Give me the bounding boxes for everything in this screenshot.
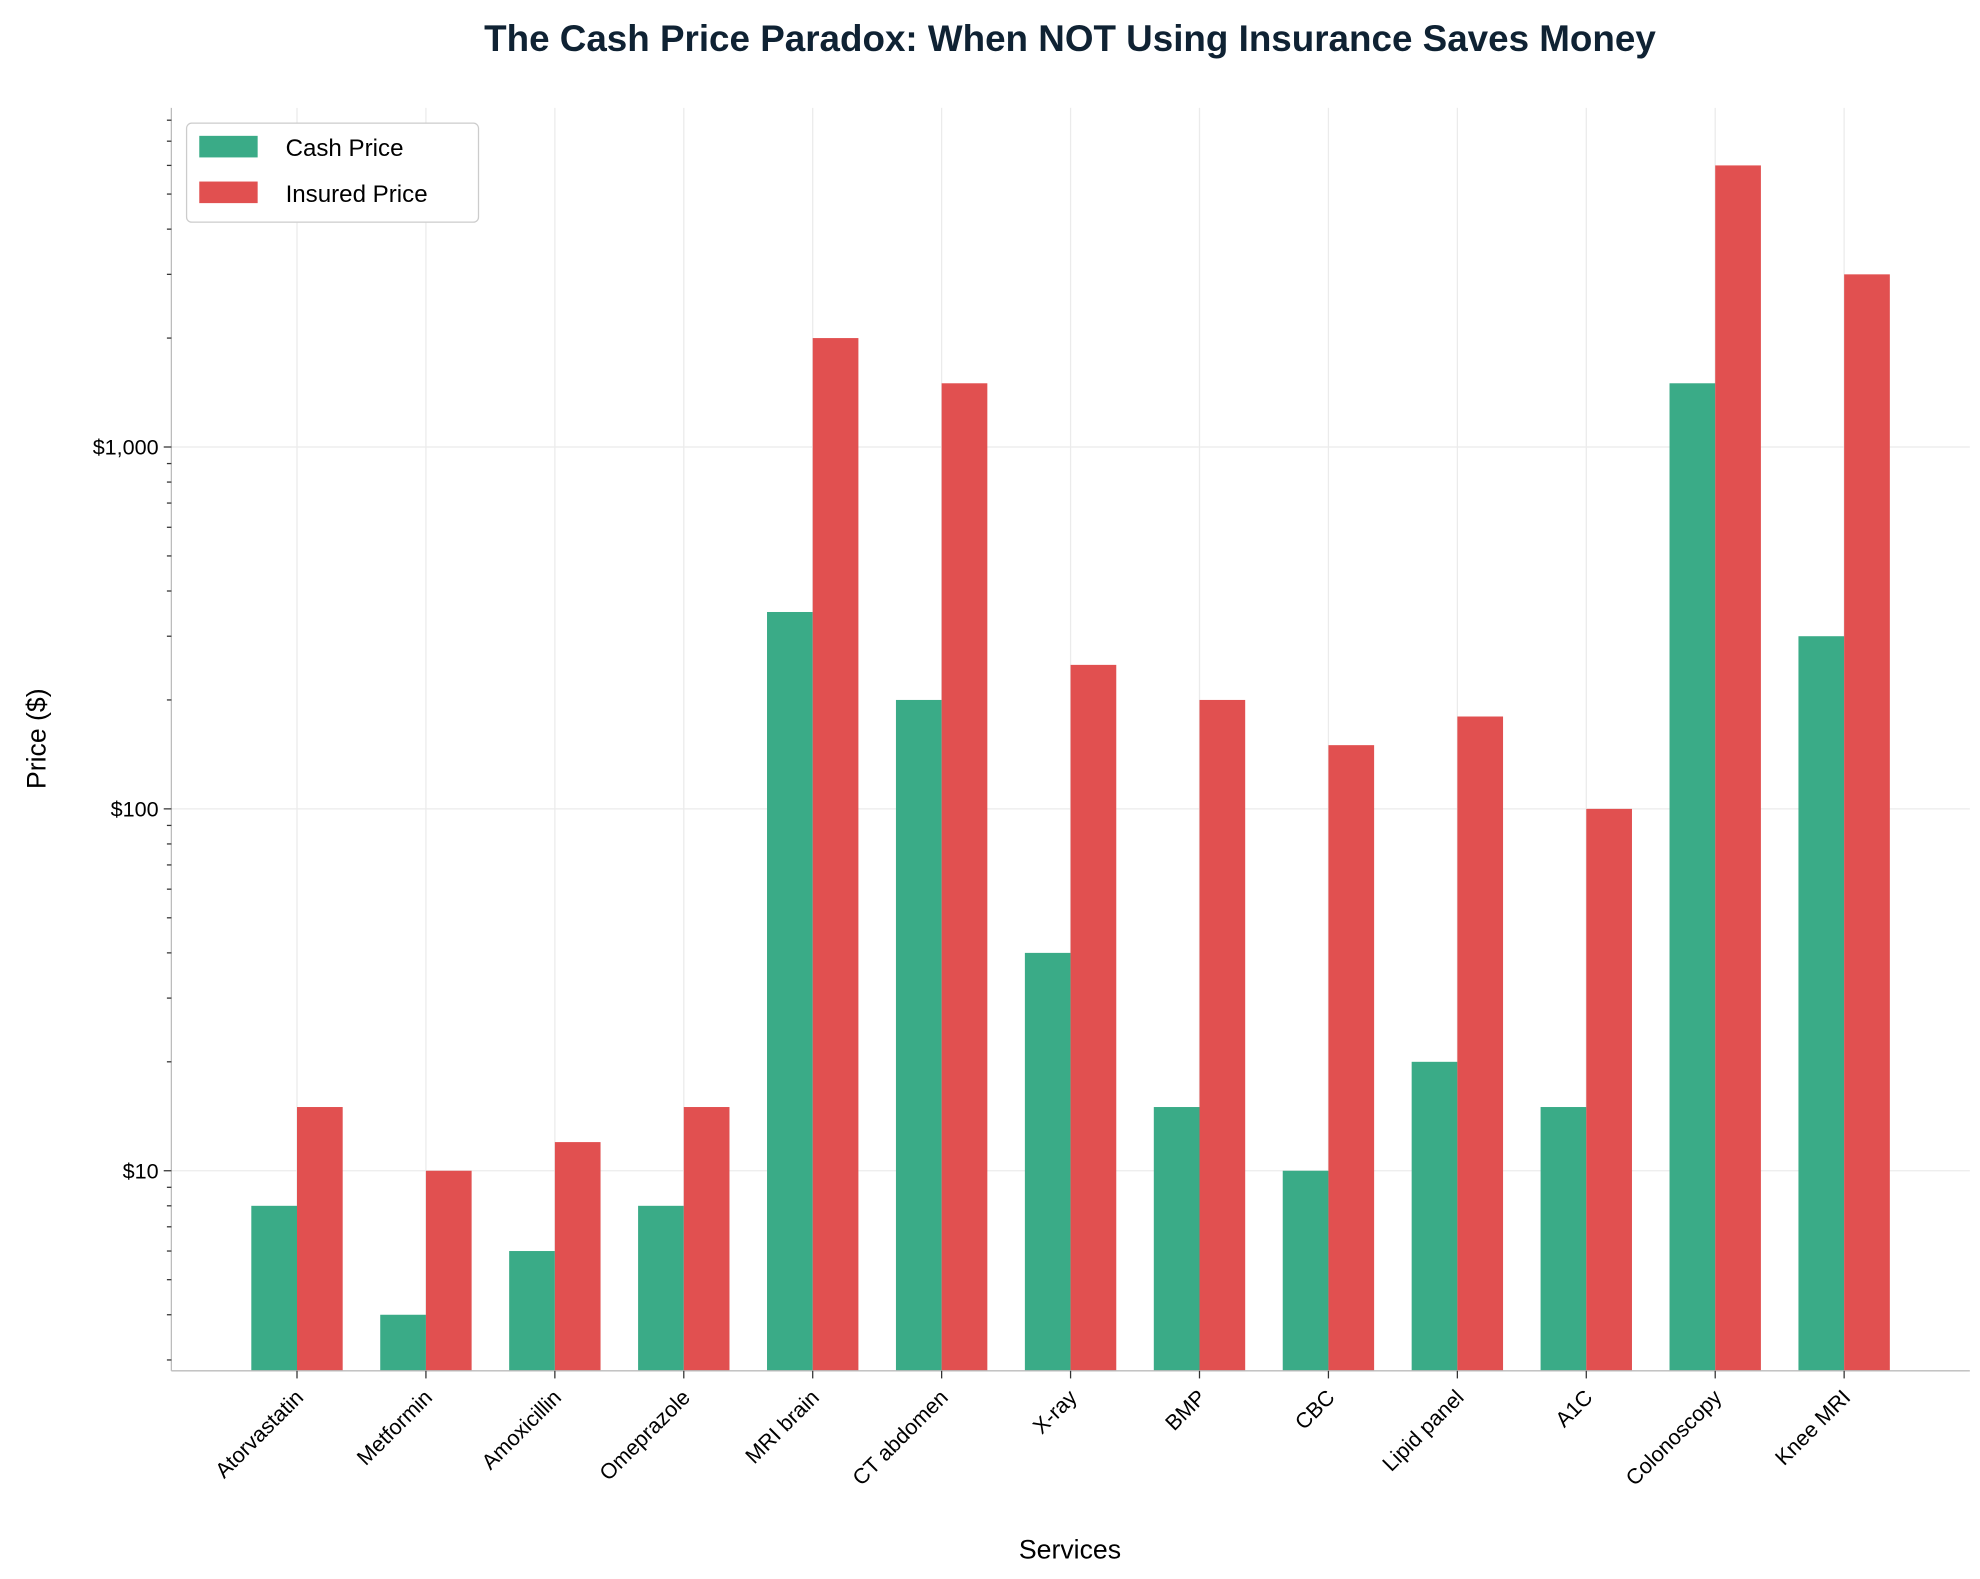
bar-cash — [509, 1251, 555, 1371]
legend-label-cash: Cash Price — [286, 135, 404, 162]
x-tick-label: Amoxicillin — [476, 1385, 566, 1475]
bar-insured — [1328, 745, 1375, 1371]
x-tick-label: Knee MRI — [1770, 1385, 1855, 1470]
bar-insured — [941, 383, 988, 1371]
y-tick-label: $1,000 — [93, 435, 159, 460]
bar-insured — [1586, 808, 1632, 1371]
y-tick-label: $10 — [123, 1158, 159, 1183]
bar-insured — [683, 1107, 730, 1371]
legend-label-insured: Insured Price — [286, 181, 428, 208]
legend: Cash Price Insured Price — [185, 122, 480, 223]
x-tick-label: Atorvastatin — [210, 1385, 308, 1483]
bar-insured — [554, 1142, 601, 1371]
bar-cash — [1798, 636, 1845, 1371]
bar-insured — [1844, 274, 1890, 1371]
x-tick-label: A1C — [1550, 1385, 1597, 1432]
bar-insured — [1070, 664, 1117, 1371]
bar-cash — [251, 1205, 297, 1371]
legend-swatch-insured — [199, 181, 258, 204]
chart-title: The Cash Price Paradox: When NOT Using I… — [484, 18, 1656, 59]
x-tick-label: CT abdomen — [847, 1385, 953, 1491]
x-axis-label: Services — [1019, 1535, 1121, 1565]
legend-box — [185, 122, 480, 223]
bar-cash — [895, 699, 942, 1371]
x-tick-label: Metformin — [352, 1385, 437, 1470]
bars — [251, 165, 1890, 1371]
y-axis-label: Price ($) — [22, 688, 52, 789]
x-tick-label: Lipid panel — [1377, 1385, 1468, 1476]
bar-cash — [1153, 1107, 1200, 1371]
bar-cash — [767, 611, 813, 1371]
bar-insured — [425, 1170, 472, 1371]
bar-insured — [1457, 716, 1504, 1371]
x-tick-label: BMP — [1160, 1385, 1211, 1436]
bar-cash — [1282, 1170, 1329, 1371]
y-tick-label: $100 — [111, 796, 159, 821]
bar-insured — [1715, 165, 1761, 1371]
x-tick-label: Omeprazole — [594, 1385, 695, 1486]
bar-insured — [1199, 699, 1246, 1371]
bar-cash — [1669, 383, 1716, 1371]
bar-insured — [297, 1107, 343, 1371]
x-tick-label: X-ray — [1028, 1384, 1082, 1438]
x-tick-label: Colonoscopy — [1621, 1384, 1727, 1490]
x-tick-label: MRI brain — [740, 1385, 824, 1469]
bar-insured — [812, 338, 859, 1371]
x-tick-label: CBC — [1290, 1385, 1340, 1435]
bar-cash — [638, 1205, 684, 1371]
bar-cash — [380, 1314, 426, 1371]
bar-cash — [1540, 1107, 1587, 1371]
legend-swatch-cash — [199, 135, 258, 158]
bar-cash — [1411, 1061, 1458, 1371]
bar-cash — [1024, 952, 1071, 1371]
